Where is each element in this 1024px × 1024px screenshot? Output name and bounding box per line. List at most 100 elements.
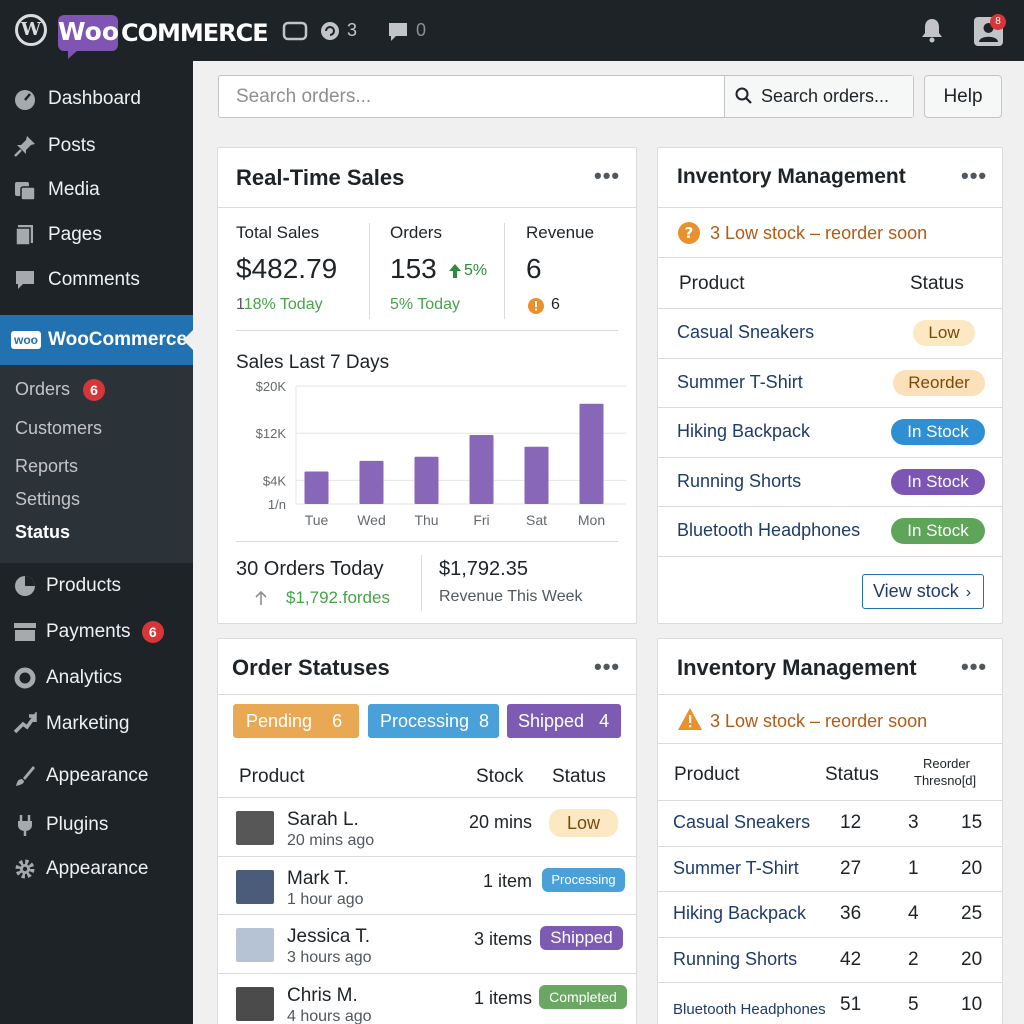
search-input[interactable]	[219, 76, 724, 117]
sidebar-item-media[interactable]: Media	[0, 170, 193, 210]
tab-processing[interactable]: Processing 8	[368, 704, 499, 738]
customer-name[interactable]: Jessica T.	[287, 926, 371, 947]
tab-count: 4	[599, 711, 610, 731]
sidebar-item-label: Appearance	[46, 765, 149, 786]
product-link[interactable]: Bluetooth Headphones	[673, 1001, 826, 1018]
submenu-reports[interactable]: Reports	[15, 456, 79, 476]
comments-icon[interactable]	[387, 21, 409, 43]
more-options-icon[interactable]: •••	[594, 163, 621, 188]
status-badge: Low	[913, 320, 975, 346]
chart-bar[interactable]	[579, 403, 604, 504]
chart-bar[interactable]	[414, 456, 439, 504]
payments-count-badge: 6	[141, 620, 164, 643]
product-link[interactable]: Casual Sneakers	[673, 812, 811, 832]
view-stock-button[interactable]: View stock ›	[862, 574, 984, 609]
product-link[interactable]: Summer T-Shirt	[673, 857, 799, 878]
sidebar-item-plugins[interactable]: Plugins	[0, 805, 193, 845]
tab-shipped[interactable]: Shipped 4	[507, 704, 621, 738]
sidebar-item-comments[interactable]: Comments	[0, 260, 193, 300]
sidebar-item-payments[interactable]: Payments 6	[0, 612, 193, 652]
svg-text:?: ?	[685, 224, 694, 242]
orders-change: 5%	[464, 262, 488, 279]
divider	[218, 694, 636, 695]
stock-count: 27	[840, 857, 862, 879]
warning-triangle-icon	[678, 708, 702, 730]
woocommerce-submenu: Orders 6 Customers Reports Settings Stat…	[0, 365, 193, 563]
more-options-icon[interactable]: •••	[961, 654, 988, 679]
sidebar-item-label: Comments	[48, 269, 140, 290]
sidebar-item-dashboard[interactable]: Dashboard	[0, 79, 193, 119]
wordpress-logo-icon[interactable]	[15, 14, 47, 46]
low-stock-alert[interactable]: 3 Low stock – reorder soon	[710, 223, 928, 243]
sidebar-item-woocommerce[interactable]: woo WooCommerce	[0, 315, 193, 365]
delta-text: 18% Today	[243, 296, 323, 313]
product-link[interactable]: Hiking Backpack	[677, 421, 811, 441]
row-divider	[658, 845, 1002, 847]
stock-value: 3 items	[473, 929, 532, 949]
sidebar-item-posts[interactable]: Posts	[0, 126, 193, 166]
customer-name[interactable]: Chris M.	[287, 984, 358, 1006]
customer-name[interactable]: Mark T.	[287, 867, 349, 889]
reorder-count: 2	[908, 948, 919, 970]
chart-bar[interactable]	[469, 434, 494, 504]
help-button[interactable]: Help	[924, 75, 1002, 118]
stock-value: 20 mins	[468, 812, 532, 832]
divider	[658, 257, 1002, 258]
chart-title: Sales Last 7 Days	[236, 352, 390, 373]
x-tick-label: Mon	[578, 512, 605, 528]
sidebar-item-analytics[interactable]: Analytics	[0, 658, 193, 698]
product-link[interactable]: Running Shorts	[677, 470, 802, 491]
column-header-status: Status	[825, 764, 879, 785]
row-divider	[218, 972, 636, 974]
marketing-icon	[13, 712, 37, 734]
product-link[interactable]: Bluetooth Headphones	[677, 520, 861, 540]
sidebar-item-settings[interactable]: Appearance	[0, 849, 193, 889]
card-title: Inventory Management	[677, 655, 917, 680]
site-icon[interactable]	[282, 21, 308, 41]
product-link[interactable]: Hiking Backpack	[673, 903, 807, 923]
tab-count: 6	[332, 711, 343, 731]
arrow-up-icon	[449, 264, 461, 278]
search-button[interactable]: Search orders...	[724, 76, 913, 117]
chart-bar[interactable]	[359, 460, 384, 504]
revenue-value: 6	[526, 253, 542, 284]
total-sales-value: $482.79	[236, 253, 338, 284]
order-time: 4 hours ago	[287, 1007, 372, 1024]
bell-icon[interactable]	[918, 16, 946, 44]
sidebar-item-pages[interactable]: Pages	[0, 215, 193, 255]
comments-count: 0	[416, 20, 427, 40]
order-time: 1 hour ago	[287, 890, 364, 908]
chart-bar[interactable]	[524, 446, 549, 504]
product-link[interactable]: Casual Sneakers	[677, 322, 815, 342]
sidebar-item-products[interactable]: Products	[0, 566, 193, 606]
sidebar-item-label: Posts	[48, 135, 96, 156]
reorder-count: 1	[908, 857, 919, 879]
customer-name[interactable]: Sarah L.	[287, 809, 359, 830]
tab-label: Pending	[246, 711, 313, 731]
product-thumbnail	[236, 811, 274, 845]
submenu-status[interactable]: Status	[15, 522, 71, 542]
updates-icon[interactable]	[320, 21, 340, 41]
submenu-orders[interactable]: Orders 6	[15, 379, 106, 402]
more-options-icon[interactable]: •••	[961, 163, 988, 188]
low-stock-alert[interactable]: 3 Low stock – reorder soon	[710, 711, 928, 731]
product-link[interactable]: Running Shorts	[673, 948, 798, 969]
column-header-stock: Stock	[476, 766, 524, 787]
tab-count: 8	[479, 711, 490, 731]
orders-label: Orders	[390, 223, 442, 242]
sidebar-item-appearance[interactable]: Appearance	[0, 756, 193, 796]
warning-circle-icon: ?	[678, 222, 700, 244]
dashboard-icon	[15, 90, 35, 110]
sidebar-item-marketing[interactable]: Marketing	[0, 704, 193, 744]
stock-count: 51	[840, 994, 862, 1015]
more-options-icon[interactable]: •••	[594, 654, 621, 679]
y-tick-label: $12K	[256, 426, 287, 441]
x-tick-label: Sat	[526, 512, 547, 528]
submenu-customers[interactable]: Customers	[15, 418, 103, 438]
woo-logo-badge[interactable]: Woo	[58, 15, 119, 59]
tab-pending[interactable]: Pending 6	[233, 704, 359, 738]
chart-bar[interactable]	[304, 471, 329, 504]
product-link[interactable]: Summer T-Shirt	[677, 371, 803, 392]
submenu-settings[interactable]: Settings	[15, 489, 81, 509]
x-tick-label: Wed	[357, 512, 386, 528]
